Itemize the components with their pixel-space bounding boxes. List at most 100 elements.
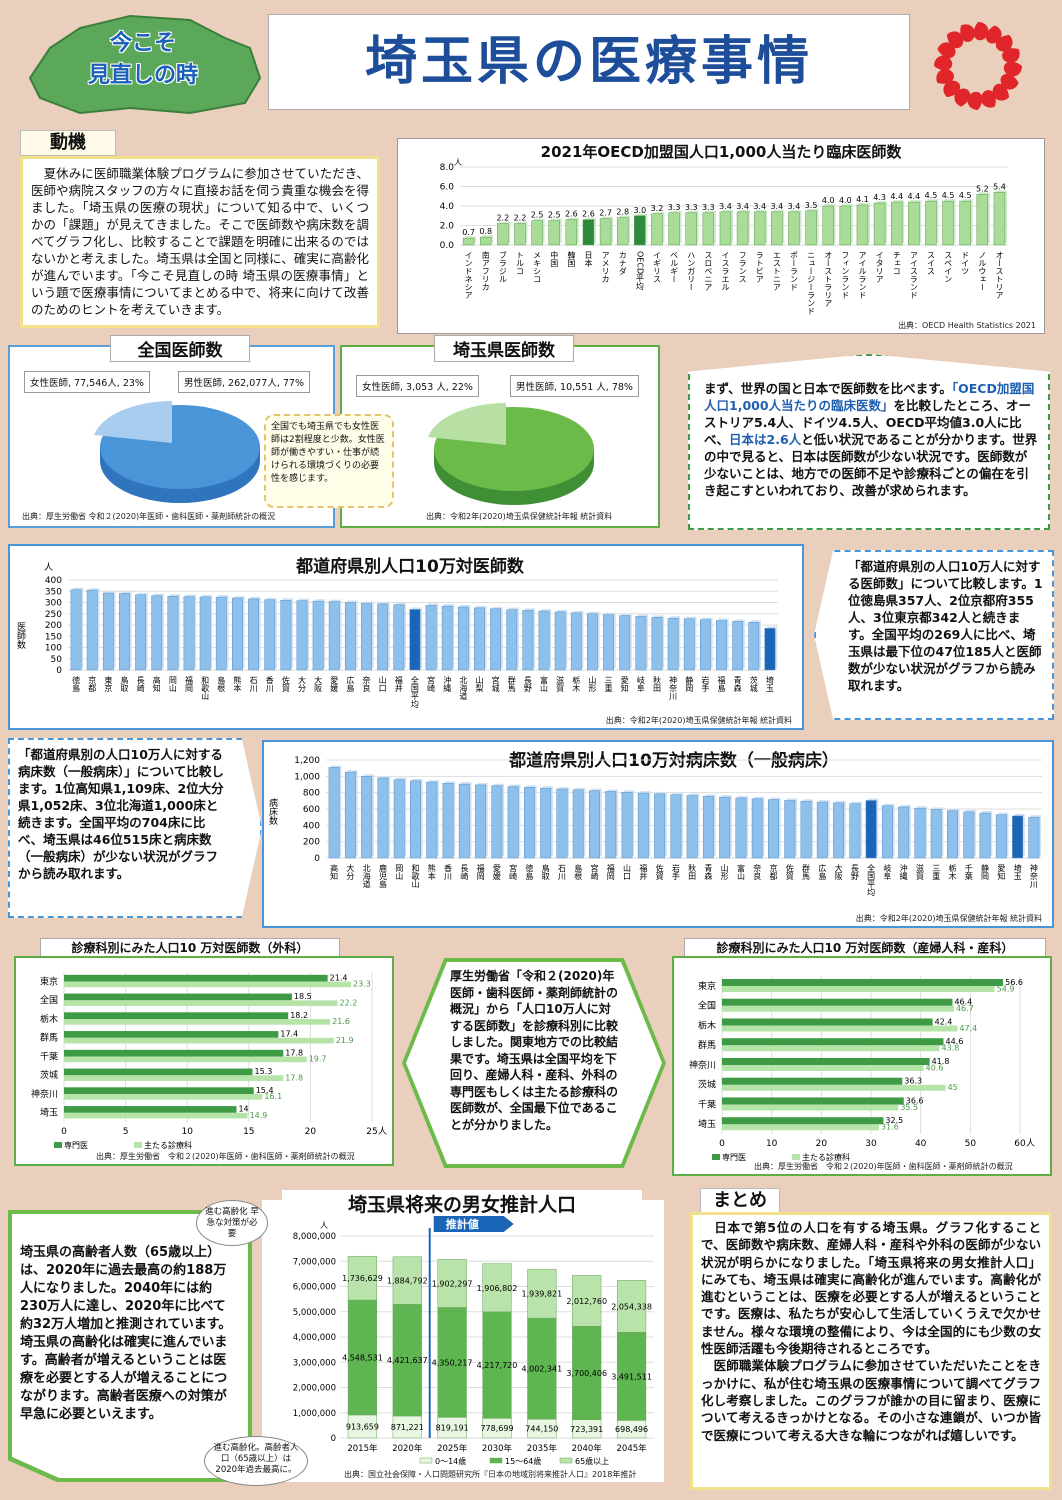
category-label: 長野 [850, 864, 859, 880]
bar-main-dept [722, 1065, 924, 1071]
bar-value-label: 3.3 [668, 203, 681, 212]
bar [839, 205, 852, 246]
legend-label-specialist: 専門医 [722, 1152, 746, 1162]
category-label: 日本 [584, 251, 593, 268]
category-label: ブラジル [498, 250, 507, 283]
bar-value-label: 16.1 [264, 1092, 282, 1101]
category-label: 2040年 [572, 1443, 603, 1454]
bar-value-label: 3.3 [685, 203, 698, 212]
category-label: 佐賀 [281, 675, 290, 693]
bar-value-label: 45 [948, 1083, 958, 1092]
category-label: 福岡 [606, 864, 615, 881]
segment-value-label: 1,939,821 [521, 1290, 562, 1299]
x-tick-label: 25 [366, 1127, 377, 1137]
category-label: 宮崎 [590, 863, 599, 880]
bar [102, 592, 114, 671]
legend-swatch-main [134, 1142, 142, 1148]
bar [751, 798, 763, 859]
bar-value-label: 21.6 [332, 1017, 350, 1026]
saitama-pie-title: 埼玉県医師数 [434, 335, 574, 362]
bar-value-label: 0.8 [479, 227, 492, 236]
y-tick-label: 800 [303, 789, 320, 799]
category-label: アイスランド [909, 251, 918, 299]
x-tick-label: 20 [305, 1127, 317, 1137]
category-label: オーストラリア [824, 251, 833, 307]
category-label: イギリス [652, 251, 661, 283]
category-label: ドイツ [961, 251, 970, 275]
category-label: 沖縄 [899, 863, 908, 880]
bar-main-dept [64, 981, 352, 988]
bar [589, 790, 600, 859]
bar [344, 602, 356, 671]
bar-main-dept [722, 1025, 958, 1032]
category-label: 秋田 [652, 675, 661, 693]
category-label: 韓国 [567, 250, 576, 268]
saitama-source: 出典：令和2年(2020)埼玉県保健統計年報 統計資料 [426, 512, 613, 521]
segment-value-label: 4,002,341 [521, 1365, 562, 1374]
segment-value-label: 4,421,637 [387, 1356, 428, 1365]
population-source: 出典：国立社会保障・人口問題研究所『日本の地域別将来推計人口』2018年推計 [344, 1470, 637, 1479]
bar-value-label: 14 [238, 1105, 248, 1114]
bar-value-label: 2.8 [616, 208, 629, 217]
category-label: 福井 [394, 676, 403, 693]
category-label: 群馬 [507, 675, 516, 693]
category-label: 全国 [40, 994, 58, 1006]
bar-main-dept [722, 1005, 954, 1012]
stacked-bar-segment [482, 1311, 512, 1419]
star-callout-top: 進む高齢化 早急な対策が必要 [196, 1200, 268, 1246]
stacked-bar-segment [616, 1331, 647, 1421]
category-label: 神奈川 [1029, 863, 1038, 888]
bar-value-label: 22.2 [340, 998, 358, 1007]
bar [784, 800, 796, 859]
bar-value-label: 36.6 [906, 1096, 924, 1105]
category-label: 東京 [40, 975, 58, 987]
bar [491, 785, 503, 859]
bar-value-label: 21.4 [330, 973, 348, 982]
bar-value-label: 21.9 [336, 1036, 354, 1045]
bed-ylabel: 病床数 [267, 797, 278, 826]
category-label: ラトビア [755, 251, 764, 283]
bar [1028, 816, 1040, 859]
bar [1012, 815, 1024, 859]
bar-main-dept [64, 1075, 284, 1081]
bar [344, 771, 356, 859]
category-label: 和歌山 [201, 676, 210, 701]
y-tick-label: 200 [303, 838, 320, 848]
bar [963, 811, 975, 859]
saitama-male-label: 男性医師, 10,551 人, 78% [510, 375, 639, 397]
bar-specialist [722, 1018, 933, 1026]
legend-label-main: 主たる診療科 [144, 1140, 192, 1150]
category-label: 静岡 [685, 675, 694, 693]
national-source: 出典：厚生労働省 令和２(2020)年医師・歯科医師・薬剤師統計の概況 [22, 512, 276, 521]
bar-value-label: 4.0 [822, 196, 835, 205]
legend-swatch-specialist [712, 1154, 720, 1160]
y-tick-label: 50 [51, 655, 63, 665]
bar [914, 807, 926, 859]
saitama-female-label: 女性医師, 3,053 人, 22% [356, 375, 479, 397]
bar [719, 211, 732, 246]
bar [582, 219, 595, 246]
bar-value-label: 2.2 [514, 214, 527, 223]
category-label: 全国平均 [867, 863, 876, 897]
bar [570, 612, 582, 671]
surgery-title: 診療科別にみた人口10 万対医師数（外科） [40, 938, 340, 957]
bar-specialist [64, 1087, 254, 1095]
category-label: 神奈川 [689, 1059, 716, 1071]
category-label: 和歌山 [411, 864, 420, 889]
legend-label-specialist: 専門医 [64, 1140, 88, 1150]
category-label: 香川 [265, 675, 274, 692]
category-label: エストニア [772, 251, 781, 291]
bar [634, 215, 646, 246]
category-label: 高知 [152, 675, 161, 693]
category-label: 佐賀 [785, 863, 794, 881]
category-label: 静岡 [981, 863, 990, 881]
bar-value-label: 2.7 [599, 209, 612, 218]
bar-specialist [64, 1106, 237, 1113]
bar [507, 786, 519, 859]
bar-value-label: 3.4 [736, 202, 749, 211]
category-label: 北海道 [459, 676, 468, 701]
bar [621, 792, 633, 859]
category-label: 山梨 [475, 675, 484, 693]
bar [768, 799, 779, 859]
badge-line1: 今こそ [109, 31, 176, 56]
